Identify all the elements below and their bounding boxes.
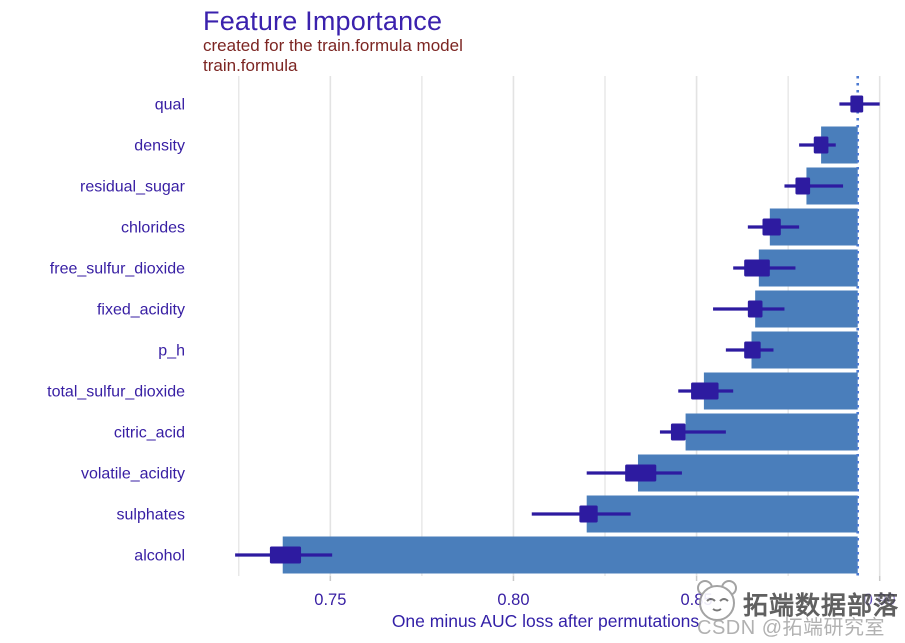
y-axis-label-residual_sugar: residual_sugar	[80, 179, 186, 196]
x-axis-title: One minus AUC loss after permutations	[391, 611, 700, 631]
x-tick-label-0.90: 0.90	[864, 591, 896, 609]
boxplot-box-volatile_acidity	[625, 464, 657, 482]
y-axis-label-p_h: p_h	[158, 343, 185, 360]
y-axis-label-chlorides: chlorides	[121, 220, 185, 237]
boxplot-box-qual	[850, 95, 864, 113]
x-tick-label-0.75: 0.75	[314, 591, 346, 609]
plot-header: Feature Importance created for the train…	[203, 6, 463, 76]
y-axis-label-citric_acid: citric_acid	[114, 425, 185, 442]
boxplot-box-density	[813, 136, 829, 154]
boxplot-box-chlorides	[762, 218, 781, 236]
boxplot-box-citric_acid	[670, 423, 686, 441]
y-axis-label-fixed_acidity: fixed_acidity	[97, 302, 185, 319]
y-axis-label-qual: qual	[155, 97, 185, 114]
y-axis-label-sulphates: sulphates	[117, 507, 186, 524]
x-tick-label-0.80: 0.80	[497, 591, 529, 609]
x-tick-label-0.85: 0.85	[681, 591, 713, 609]
boxplot-box-total_sulfur_dioxide	[691, 382, 719, 400]
plot-subtitle-line1: created for the train.formula model	[203, 36, 463, 55]
importance-bar-sulphates	[586, 495, 858, 533]
boxplot-box-fixed_acidity	[747, 300, 763, 318]
boxplot-box-alcohol	[269, 546, 302, 564]
y-axis-label-free_sulfur_dioxide: free_sulfur_dioxide	[50, 261, 185, 278]
y-axis-label-volatile_acidity: volatile_acidity	[81, 466, 185, 483]
boxplot-box-residual_sugar	[795, 177, 811, 195]
y-axis-label-alcohol: alcohol	[134, 548, 185, 565]
y-axis-label-total_sulfur_dioxide: total_sulfur_dioxide	[47, 384, 185, 401]
boxplot-box-free_sulfur_dioxide	[744, 259, 770, 277]
plot-title: Feature Importance	[203, 6, 443, 36]
plot-subtitle-line2: train.formula	[203, 56, 298, 75]
y-axis-label-density: density	[134, 138, 185, 155]
boxplot-box-p_h	[744, 341, 761, 359]
importance-bar-alcohol	[282, 536, 858, 574]
boxplot-box-sulphates	[579, 505, 598, 523]
